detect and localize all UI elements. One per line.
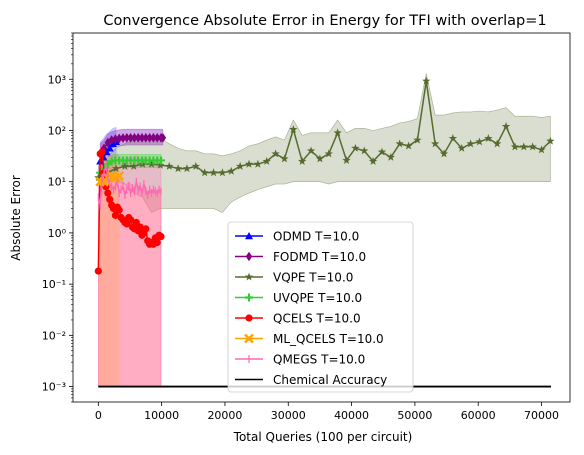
band-2 xyxy=(98,73,550,212)
x-tick-label-5: 50000 xyxy=(397,409,432,422)
y-axis-label: Absolute Error xyxy=(9,175,23,261)
legend-label-0: ODMD T=10.0 xyxy=(273,230,359,244)
legend-label-3: UVQPE T=10.0 xyxy=(273,291,362,305)
legend-label-2: VQPE T=10.0 xyxy=(273,271,353,285)
y-tick-label-3: 10⁰ xyxy=(48,227,67,240)
x-tick-label-2: 20000 xyxy=(207,409,242,422)
y-tick-label-1: 10⁻² xyxy=(42,329,66,342)
data-point-4-5 xyxy=(104,189,111,196)
y-tick-label-5: 10² xyxy=(48,124,66,137)
legend-box xyxy=(228,222,413,392)
legend-label-4: QCELS T=10.0 xyxy=(273,312,361,326)
legend-label-7: Chemical Accuracy xyxy=(273,373,387,387)
y-tick-label-6: 10³ xyxy=(48,73,66,86)
legend-label-1: FODMD T=10.0 xyxy=(273,250,366,264)
data-point-4-11 xyxy=(116,206,123,213)
legend-marker-4 xyxy=(245,314,252,321)
data-point-4-33 xyxy=(157,233,164,240)
y-tick-label-4: 10¹ xyxy=(48,176,66,189)
data-point-4-2 xyxy=(99,148,106,155)
x-tick-label-3: 30000 xyxy=(271,409,306,422)
legend-label-5: ML_QCELS T=10.0 xyxy=(273,332,384,346)
y-tick-label-0: 10⁻³ xyxy=(42,381,66,394)
chart-title: Convergence Absolute Error in Energy for… xyxy=(103,13,546,29)
x-tick-label-6: 60000 xyxy=(461,409,496,422)
x-tick-label-4: 40000 xyxy=(334,409,369,422)
data-point-4-0 xyxy=(95,267,102,274)
x-tick-label-7: 70000 xyxy=(524,409,559,422)
x-axis-label: Total Queries (100 per circuit) xyxy=(233,430,413,444)
x-tick-label-1: 10000 xyxy=(144,409,179,422)
data-point-4-25 xyxy=(142,225,149,232)
data-point-4-31 xyxy=(154,239,161,246)
y-tick-label-2: 10⁻¹ xyxy=(42,278,66,291)
x-tick-label-0: 0 xyxy=(95,409,102,422)
legend-label-6: QMEGS T=10.0 xyxy=(273,353,365,367)
legend: ODMD T=10.0 FODMD T=10.0 VQPE T=10.0 UVQPE … xyxy=(228,222,413,392)
